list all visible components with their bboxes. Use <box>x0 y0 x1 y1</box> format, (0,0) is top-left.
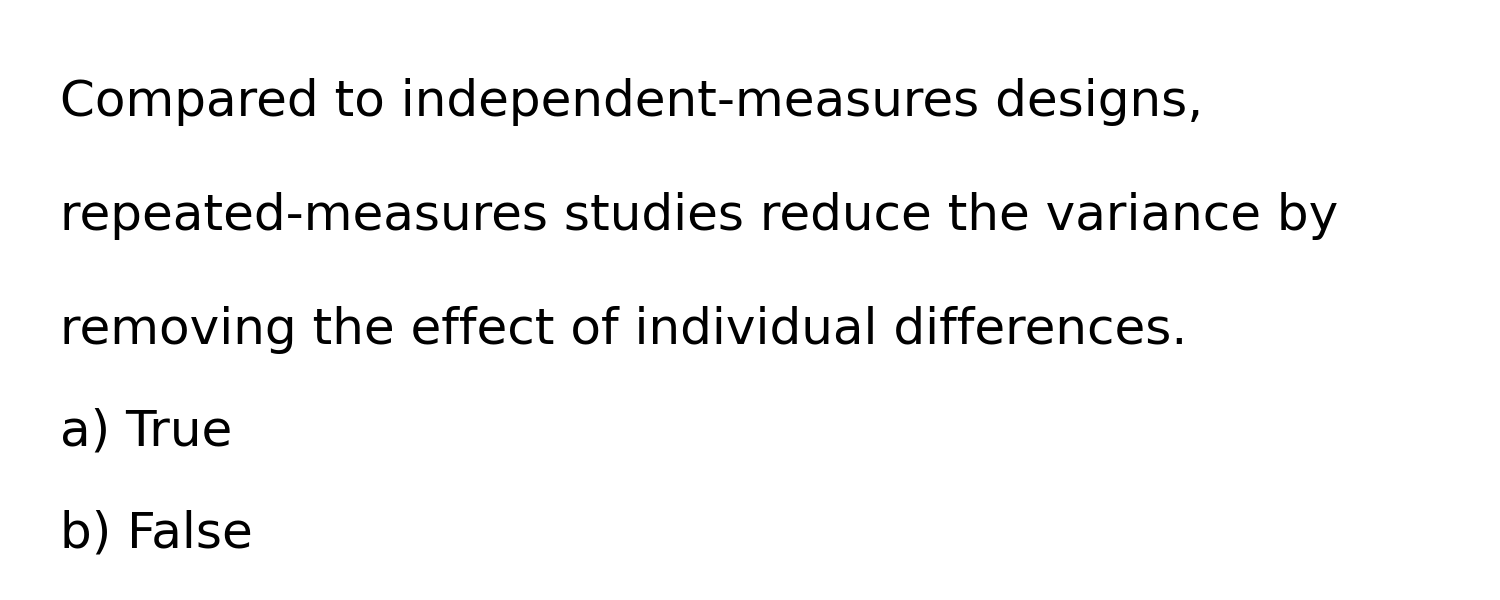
Text: a) True: a) True <box>60 408 232 456</box>
Text: b) False: b) False <box>60 510 252 558</box>
Text: removing the effect of individual differences.: removing the effect of individual differ… <box>60 306 1188 354</box>
Text: Compared to independent-measures designs,: Compared to independent-measures designs… <box>60 78 1203 126</box>
Text: repeated-measures studies reduce the variance by: repeated-measures studies reduce the var… <box>60 192 1338 240</box>
